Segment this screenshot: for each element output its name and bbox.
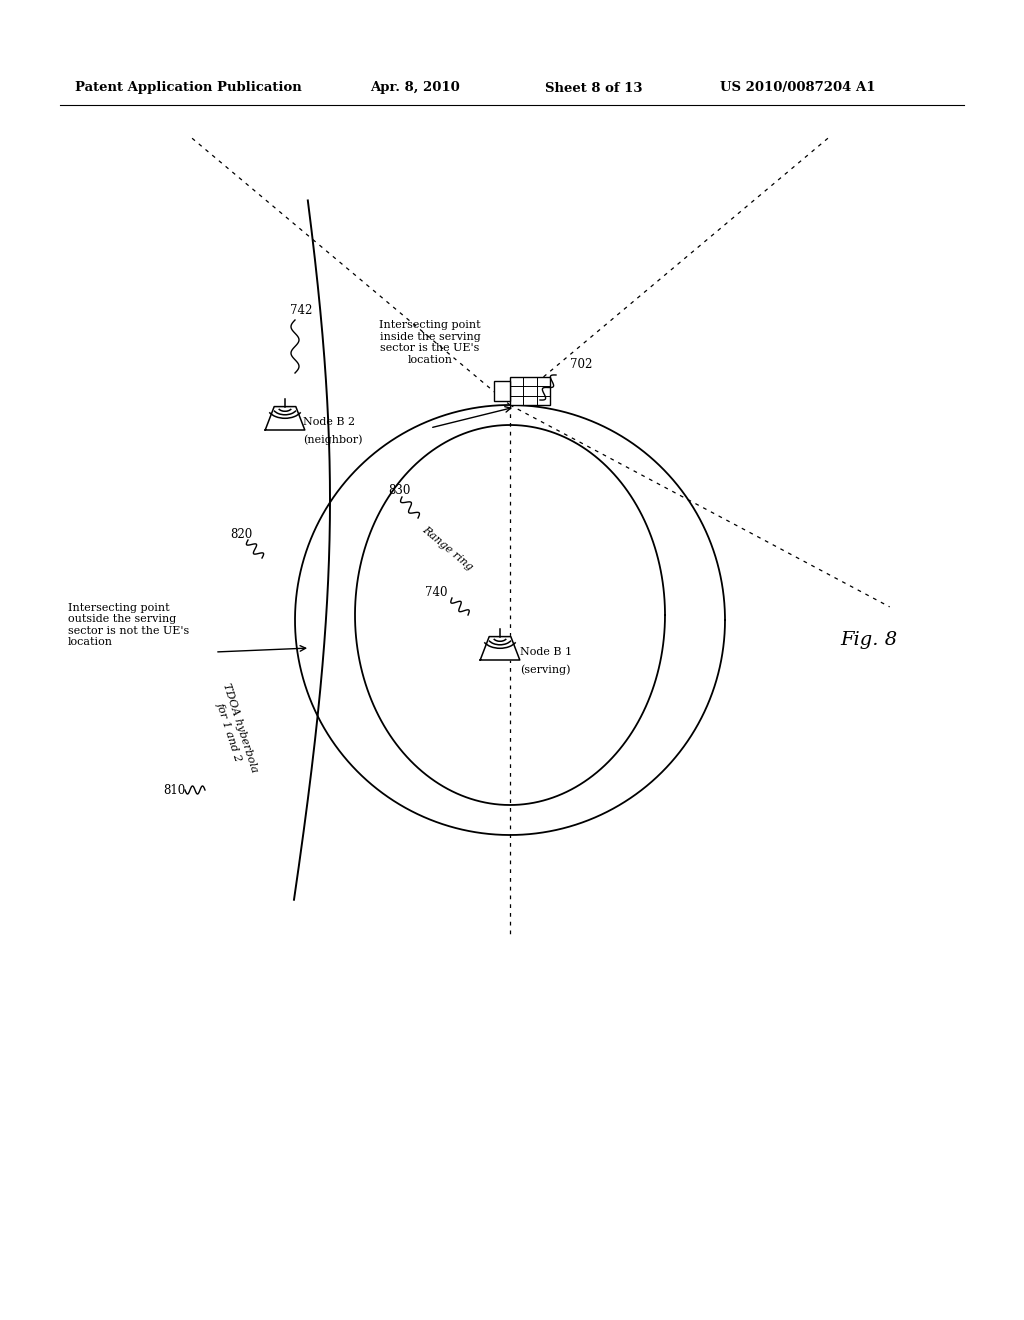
Text: 830: 830 — [388, 483, 411, 496]
Bar — [494, 381, 510, 401]
Polygon shape — [265, 407, 305, 430]
Text: US 2010/0087204 A1: US 2010/0087204 A1 — [720, 82, 876, 95]
Text: (neighbor): (neighbor) — [303, 434, 362, 445]
Text: 702: 702 — [570, 359, 592, 371]
Text: 740: 740 — [425, 586, 447, 598]
Text: Range ring: Range ring — [420, 524, 474, 572]
Text: Patent Application Publication: Patent Application Publication — [75, 82, 302, 95]
Text: Node B 1: Node B 1 — [520, 647, 572, 657]
Text: Intersecting point
outside the serving
sector is not the UE's
location: Intersecting point outside the serving s… — [68, 603, 189, 647]
Polygon shape — [480, 636, 520, 660]
Text: TDOA hyberbola
for 1 and 2: TDOA hyberbola for 1 and 2 — [210, 682, 260, 777]
Text: Node B 2: Node B 2 — [303, 417, 355, 426]
Text: Fig. 8: Fig. 8 — [840, 631, 897, 649]
Bar — [510, 378, 550, 405]
Text: 810: 810 — [163, 784, 185, 796]
Text: Sheet 8 of 13: Sheet 8 of 13 — [545, 82, 642, 95]
Text: 820: 820 — [230, 528, 252, 540]
Text: Intersecting point
inside the serving
sector is the UE's
location: Intersecting point inside the serving se… — [379, 319, 481, 364]
Text: Apr. 8, 2010: Apr. 8, 2010 — [370, 82, 460, 95]
Text: 742: 742 — [290, 304, 312, 317]
Text: (serving): (serving) — [520, 665, 570, 676]
